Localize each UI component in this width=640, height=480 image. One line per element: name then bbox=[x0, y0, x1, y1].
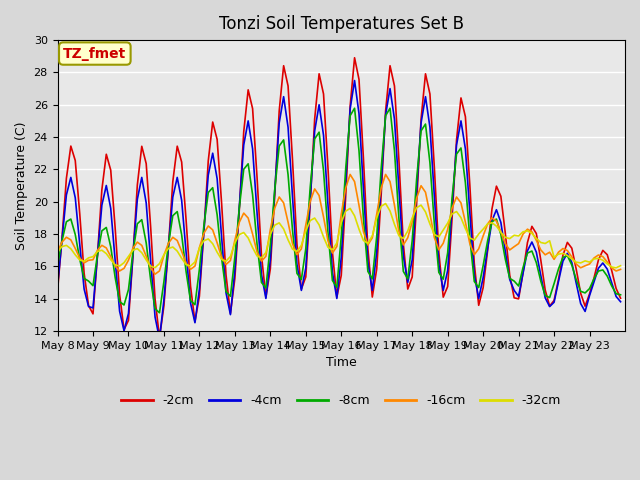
X-axis label: Time: Time bbox=[326, 356, 356, 369]
Text: TZ_fmet: TZ_fmet bbox=[63, 47, 127, 60]
Title: Tonzi Soil Temperatures Set B: Tonzi Soil Temperatures Set B bbox=[219, 15, 464, 33]
Legend: -2cm, -4cm, -8cm, -16cm, -32cm: -2cm, -4cm, -8cm, -16cm, -32cm bbox=[116, 389, 566, 412]
Y-axis label: Soil Temperature (C): Soil Temperature (C) bbox=[15, 121, 28, 250]
